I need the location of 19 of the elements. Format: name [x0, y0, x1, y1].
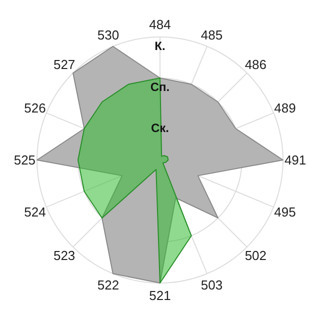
spoke-label: 491 — [284, 152, 306, 168]
spoke-label: 502 — [244, 248, 267, 264]
spoke-label: 489 — [274, 100, 296, 116]
spoke-label: 484 — [149, 17, 171, 32]
spoke-label: 527 — [53, 56, 76, 72]
spoke-label: 485 — [200, 28, 223, 42]
spoke-label: 526 — [24, 100, 46, 116]
spoke-label: 486 — [244, 56, 267, 72]
y-tick-label: Ск. — [150, 121, 170, 135]
spoke-label: 503 — [200, 278, 223, 292]
spoke-label: 524 — [24, 204, 46, 220]
spoke-label: 522 — [97, 278, 120, 292]
spoke-label: 523 — [53, 248, 76, 264]
y-tick-label: Сп. — [150, 80, 170, 94]
spoke-label: 525 — [14, 152, 36, 168]
spoke-label: 495 — [274, 204, 296, 220]
spoke-label: 530 — [97, 28, 120, 42]
y-tick-label: К. — [154, 39, 166, 53]
spoke-label: 521 — [149, 288, 171, 303]
